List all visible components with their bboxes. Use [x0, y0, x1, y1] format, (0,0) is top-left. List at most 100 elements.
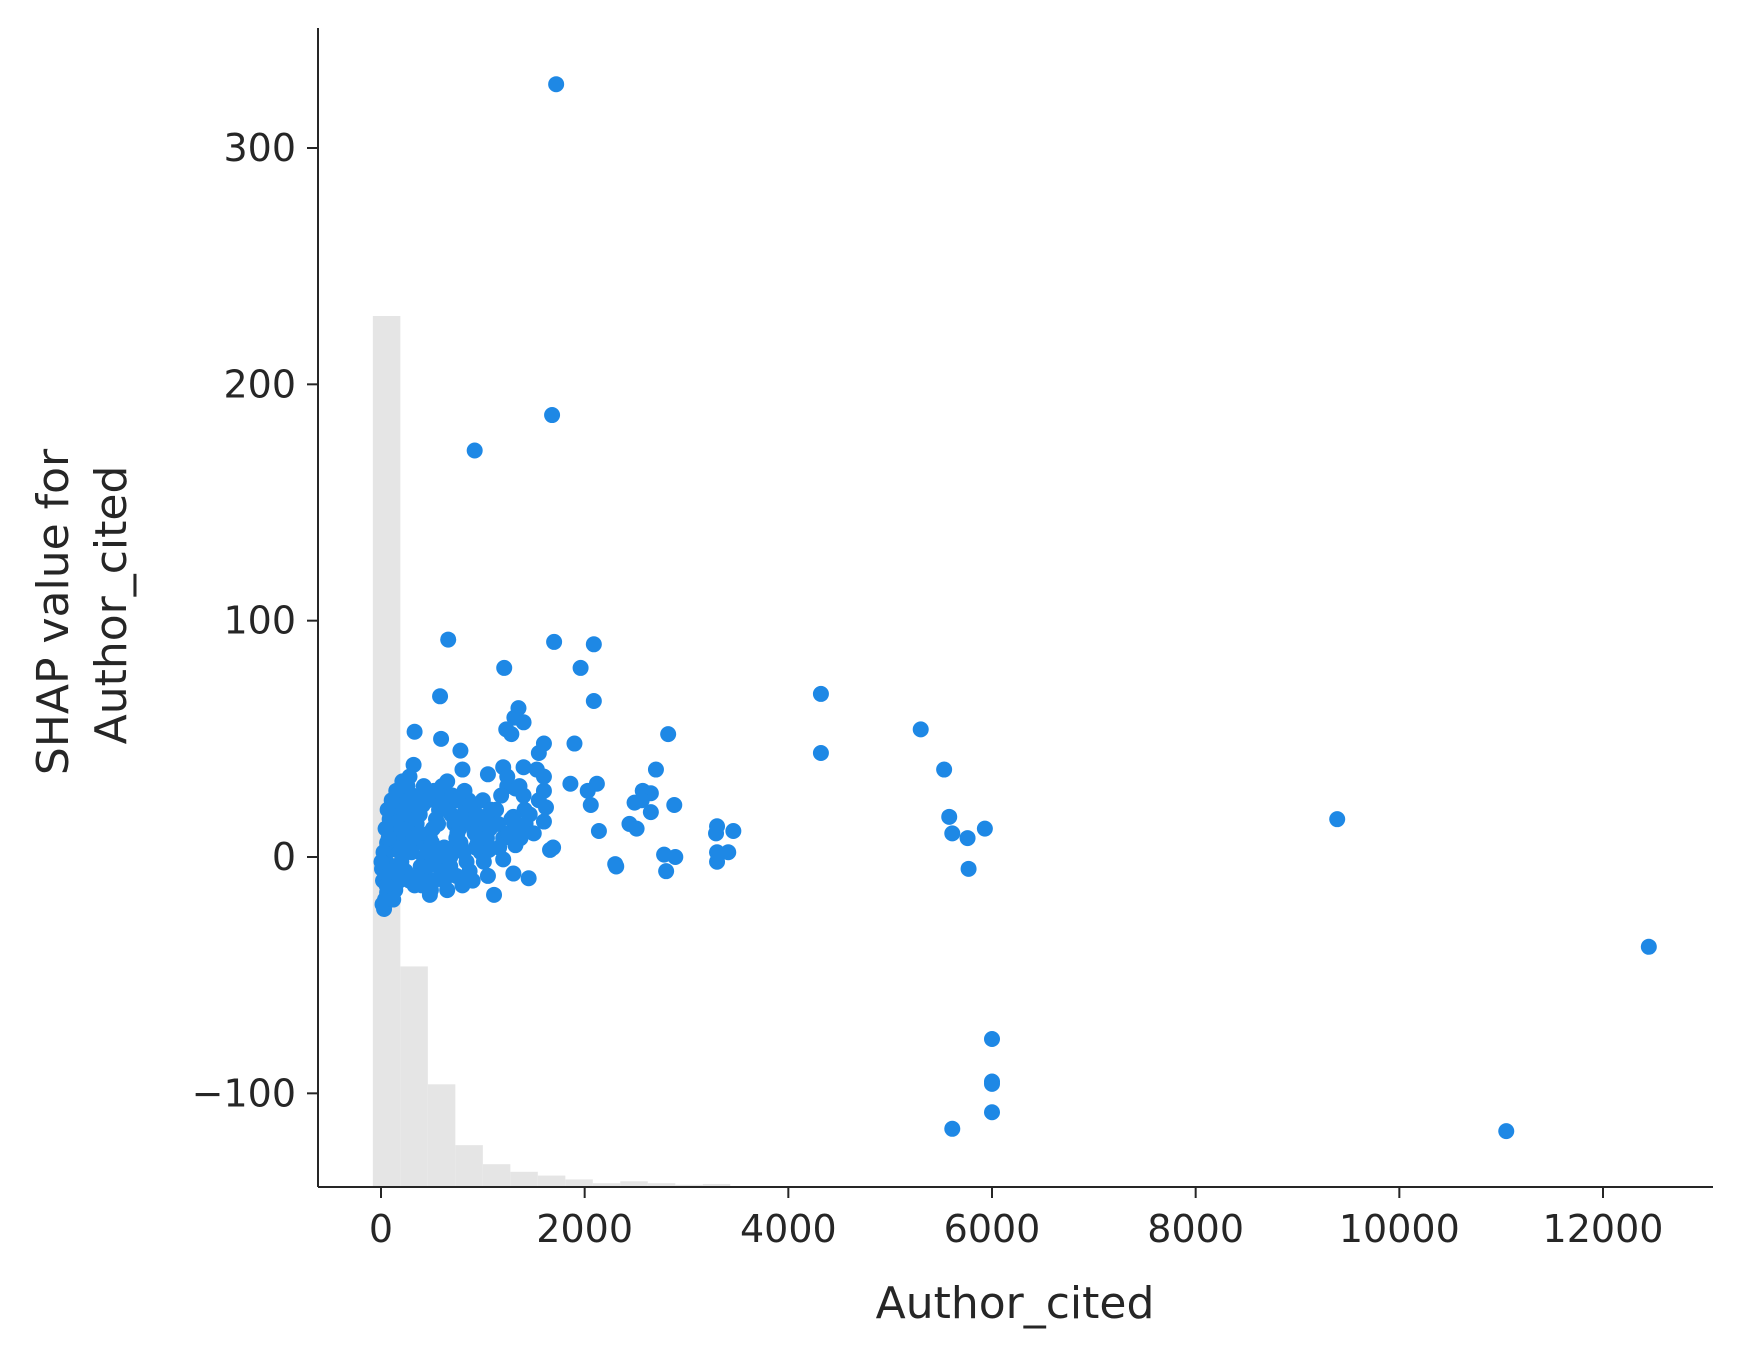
x-axis-label: Author_cited	[876, 1278, 1155, 1329]
scatter-point	[1640, 938, 1657, 955]
histogram-bar	[455, 1145, 483, 1187]
scatter-point	[984, 1030, 1000, 1047]
scatter-point	[976, 820, 993, 837]
scatter-point	[425, 782, 442, 799]
x-tick-label: 2000	[536, 1207, 633, 1251]
scatter-point	[468, 806, 485, 823]
scatter-point	[395, 839, 412, 856]
scatter-point	[432, 688, 449, 705]
x-tick-label: 0	[369, 1207, 393, 1251]
scatter-point	[405, 830, 422, 847]
histogram-bar	[620, 1181, 648, 1187]
scatter-point	[399, 778, 416, 795]
x-tick-label: 12000	[1543, 1207, 1664, 1251]
scatter-point	[490, 815, 507, 832]
scatter-point	[378, 877, 395, 894]
scatter-point	[439, 882, 456, 899]
scatter-point	[582, 797, 599, 814]
y-tick-label: 200	[223, 362, 296, 406]
scatter-point	[590, 823, 607, 840]
scatter-point	[515, 759, 532, 776]
scatter-point	[512, 830, 529, 847]
scatter-point	[944, 825, 961, 842]
scatter-point	[984, 1104, 1000, 1121]
x-tick-label: 10000	[1339, 1207, 1460, 1251]
scatter-point	[499, 768, 516, 785]
x-tick-label: 8000	[1147, 1207, 1244, 1251]
scatter-point	[912, 721, 929, 738]
scatter-point	[936, 761, 953, 778]
scatter-point	[572, 659, 589, 676]
scatter-point	[544, 407, 561, 424]
scatter-point	[482, 801, 499, 818]
scatter-point	[530, 745, 547, 762]
scatter-point	[456, 782, 473, 799]
y-axis-label-line-2: Author_cited	[86, 466, 137, 745]
scatter-point	[944, 1120, 961, 1137]
scatter-point	[546, 633, 563, 650]
scatter-point	[535, 768, 552, 785]
histogram-bars	[372, 316, 731, 1187]
scatter-point	[406, 723, 423, 740]
y-axis-label: SHAP value for Author_cited	[28, 435, 137, 775]
scatter-point	[466, 442, 483, 459]
scatter-point	[941, 808, 958, 825]
scatter-point	[385, 891, 402, 908]
histogram-bar	[647, 1183, 676, 1187]
scatter-point	[579, 782, 596, 799]
x-tick-label: 4000	[740, 1207, 837, 1251]
scatter-point	[542, 841, 559, 858]
scatter-point	[454, 761, 471, 778]
scatter-point	[479, 867, 496, 884]
scatter-point	[380, 830, 397, 847]
histogram-bar	[400, 966, 428, 1187]
scatter-point	[486, 886, 503, 903]
scatter-point	[433, 730, 450, 747]
scatter-point	[628, 820, 645, 837]
y-tick-label: 300	[223, 126, 296, 170]
scatter-point	[515, 714, 532, 731]
scatter-point	[960, 860, 977, 877]
x-tick-label: 6000	[944, 1207, 1041, 1251]
scatter-point	[430, 815, 447, 832]
y-tick-label: 0	[272, 835, 296, 879]
scatter-point	[709, 853, 726, 870]
scatter-point	[585, 636, 602, 653]
y-axis-label-line-1: SHAP value for	[28, 448, 79, 775]
scatter-point	[658, 863, 675, 880]
scatter-point	[525, 825, 542, 842]
scatter-point	[812, 685, 829, 702]
scatter-point	[493, 787, 510, 804]
scatter-point	[452, 742, 469, 759]
scatter-point	[505, 865, 522, 882]
scatter-point	[708, 825, 725, 842]
scatter-point	[537, 799, 554, 816]
scatter-point	[425, 872, 442, 889]
scatter-point	[667, 849, 684, 865]
scatter-point	[520, 870, 537, 887]
scatter-point	[439, 773, 456, 790]
scatter-point	[608, 858, 625, 875]
histogram-bar	[675, 1184, 703, 1187]
scatter-point	[647, 761, 664, 778]
scatter-point	[383, 792, 400, 809]
y-tick-label: −100	[192, 1071, 296, 1115]
histogram-bar	[537, 1175, 566, 1187]
histogram-bar	[372, 316, 401, 1187]
scatter-points	[373, 76, 1657, 1140]
scatter-point	[475, 853, 492, 870]
scatter-point	[496, 659, 513, 676]
scatter-point	[382, 863, 399, 880]
scatter-point	[633, 792, 650, 809]
axes	[317, 28, 1713, 1188]
scatter-point	[585, 693, 602, 710]
scatter-point	[642, 804, 659, 821]
histogram-bar	[592, 1183, 621, 1187]
scatter-point	[725, 823, 742, 840]
scatter-point	[666, 797, 683, 814]
scatter-point	[566, 735, 583, 752]
scatter-point	[548, 76, 565, 93]
scatter-point	[984, 1075, 1000, 1092]
histogram-bar	[510, 1171, 538, 1187]
